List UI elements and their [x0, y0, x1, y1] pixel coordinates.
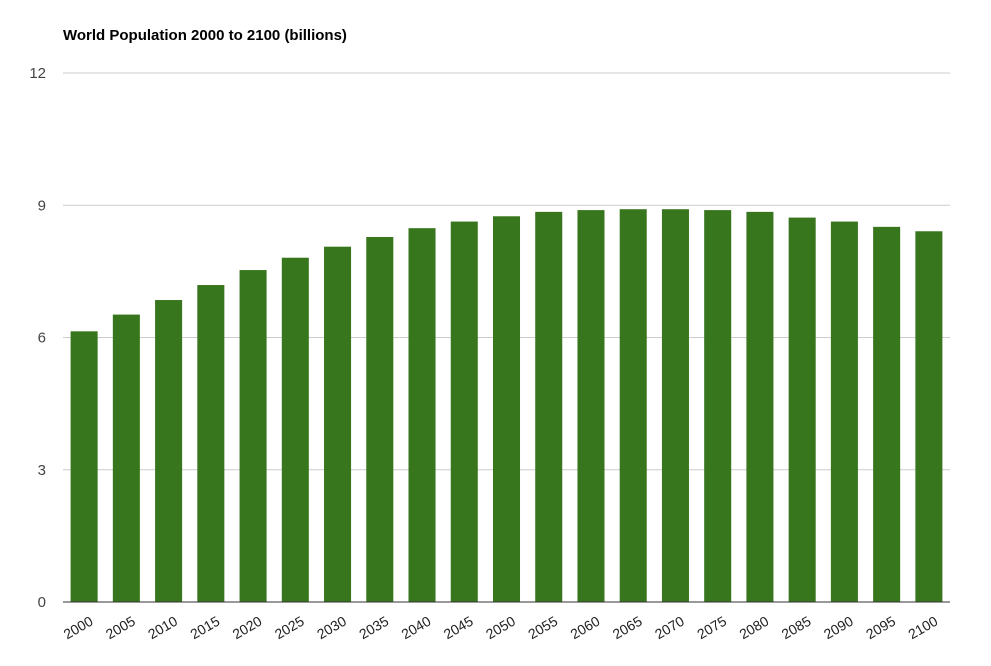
y-tick-label: 6: [38, 330, 46, 347]
x-tick-label: 2085: [779, 613, 814, 643]
y-axis-ticks: 0 3 6 9 12: [29, 65, 46, 611]
bar-2090: [830, 221, 858, 602]
bar-2020: [239, 270, 267, 602]
x-tick-label: 2020: [230, 613, 265, 643]
x-tick-label: 2070: [652, 613, 687, 643]
x-tick-label: 2060: [567, 613, 602, 643]
x-axis-ticks: 2000 2005 2010 2015 2020 2025 2030 2035 2040 2045…: [61, 613, 941, 643]
bar-2025: [281, 257, 309, 602]
x-tick-label: 2005: [103, 613, 138, 643]
bar-2100: [915, 231, 943, 603]
x-tick-label: 2100: [905, 613, 940, 643]
x-tick-label: 2045: [441, 613, 476, 643]
x-tick-label: 2090: [821, 613, 856, 643]
bar-2085: [788, 217, 816, 603]
x-tick-label: 2055: [525, 613, 560, 643]
bar-2000: [70, 331, 98, 602]
bar-2065: [619, 209, 647, 602]
bar-2030: [324, 246, 352, 602]
bar-2040: [408, 228, 436, 602]
bar-2080: [746, 211, 774, 603]
bar-2060: [577, 210, 605, 602]
x-tick-label: 2080: [736, 613, 771, 643]
y-tick-label: 3: [38, 462, 46, 479]
x-tick-label: 2075: [694, 613, 729, 643]
y-tick-label: 0: [38, 594, 46, 611]
x-tick-label: 2050: [483, 613, 518, 643]
y-tick-label: 12: [29, 65, 46, 82]
bar-2045: [450, 221, 478, 602]
bar-2050: [492, 216, 521, 603]
bar-2035: [366, 236, 394, 603]
bar-2010: [155, 300, 183, 602]
x-tick-label: 2025: [272, 613, 307, 643]
x-tick-label: 2040: [399, 613, 434, 643]
x-tick-label: 2010: [145, 613, 180, 643]
bar-2095: [873, 226, 901, 602]
bar-2075: [704, 210, 732, 602]
x-tick-label: 2015: [187, 613, 222, 643]
bars: [70, 209, 943, 603]
bar-2015: [197, 285, 225, 602]
x-tick-label: 2095: [863, 613, 898, 643]
x-tick-label: 2030: [314, 613, 349, 643]
bar-2070: [661, 209, 689, 602]
chart-title: World Population 2000 to 2100 (billions): [63, 27, 347, 44]
y-tick-label: 9: [38, 197, 46, 214]
x-tick-label: 2000: [61, 613, 96, 643]
bar-2055: [535, 211, 563, 603]
x-tick-label: 2035: [356, 613, 391, 643]
bar-2005: [112, 314, 140, 602]
x-tick-label: 2065: [610, 613, 645, 643]
